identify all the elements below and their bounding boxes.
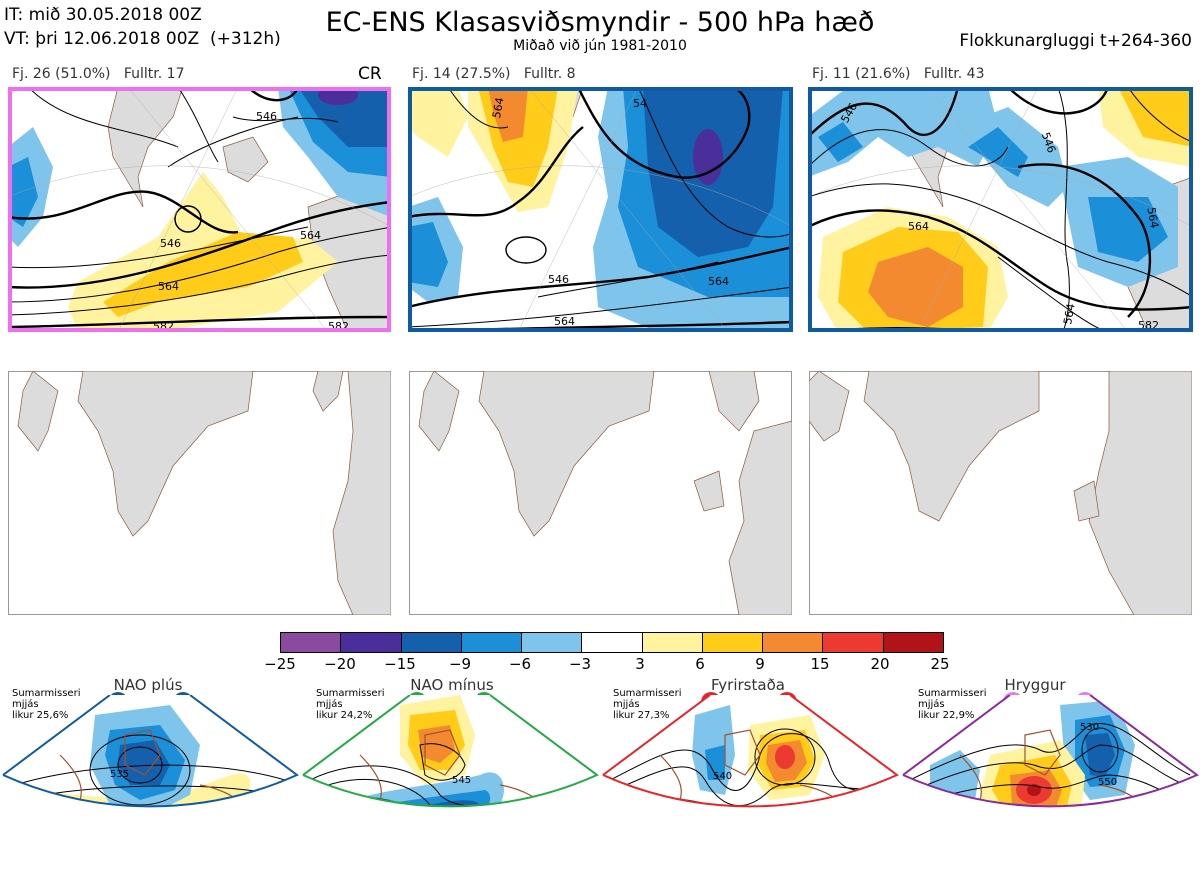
contour-label: 564: [300, 229, 321, 242]
contour-label: 575: [445, 849, 464, 860]
base-map-2: [409, 371, 792, 615]
panel-1-label: Fj. 26 (51.0%) Fulltr. 17: [12, 66, 185, 82]
contour-label: 550: [1098, 777, 1117, 788]
regime-2-name: NAO mínus: [410, 676, 494, 694]
contour-label: 54: [633, 97, 647, 110]
contour-label: 564: [158, 280, 179, 293]
regime-4-note: Sumarmisseri mjjás likur 22,9%: [918, 688, 987, 721]
colorbar-tick: −3: [568, 655, 592, 673]
panel-1-tag: CR: [358, 64, 382, 84]
regime-3-map: 540 560 575: [602, 695, 899, 843]
contour-label: 546: [160, 237, 181, 250]
base-map-3: [809, 371, 1192, 615]
colorbar-swatch: [763, 633, 824, 652]
cluster-map-3: 564 546 546 582 564 564: [808, 87, 1193, 332]
page-subtitle: Miðað við jún 1981-2010: [513, 38, 687, 54]
colorbar-tick: −9: [448, 655, 472, 673]
colorbar-tick: −6: [508, 655, 532, 673]
colorbar-swatch: [522, 633, 583, 652]
colorbar-swatch: [461, 633, 523, 652]
regime-2-map: 545 560 575: [302, 695, 599, 860]
valid-time: VT: þri 12.06.2018 00Z (+312h): [4, 29, 281, 49]
contour-label: 545: [452, 775, 471, 786]
contour-label: 535: [110, 769, 129, 780]
contour-label: 546: [548, 273, 569, 286]
regime-3-note: Sumarmisseri mjjás likur 27,3%: [613, 688, 682, 721]
contour-label: 560: [436, 815, 455, 826]
contour-label: 564: [1061, 303, 1077, 326]
colorbar-swatch: [883, 633, 943, 652]
colorbar-tick: 20: [870, 655, 890, 673]
issued-time: IT: mið 30.05.2018 00Z: [4, 5, 202, 25]
colorbar-swatch: [642, 633, 703, 652]
panel-2-label: Fj. 14 (27.5%) Fulltr. 8: [412, 66, 576, 82]
colorbar-swatch: [401, 633, 462, 652]
contour-label: 546: [256, 110, 277, 123]
contour-label: 540: [713, 771, 732, 782]
colorbar-tick: 6: [695, 655, 705, 673]
contour-label: 564: [1144, 206, 1160, 229]
colorbar-tick: 25: [930, 655, 950, 673]
contour-label: 575: [736, 832, 755, 843]
colorbar-tick: −15: [384, 655, 416, 673]
regime-1-note: Sumarmisseri mjjás likur 25,6%: [12, 688, 81, 721]
contour-label: 560: [722, 807, 741, 818]
colorbar-swatch: [823, 633, 884, 652]
panel-3-label: Fj. 11 (21.6%) Fulltr. 43: [812, 66, 985, 82]
regime-1-name: NAO plús: [113, 676, 183, 694]
colorbar-tick: 9: [755, 655, 765, 673]
colorbar-swatch: [702, 633, 764, 652]
regime-4-name: Hryggur: [1004, 676, 1066, 694]
contour-label: 530: [1080, 722, 1099, 733]
colorbar-swatch: [281, 633, 342, 652]
regime-1-map: 535 560: [2, 695, 299, 808]
contour-label: 575: [1092, 838, 1111, 849]
page-title: EC-ENS Klasasviðsmyndir - 500 hPa hæð: [325, 7, 875, 38]
colorbar-tick: −20: [324, 655, 356, 673]
contour-label: 564: [490, 96, 506, 119]
contour-label: 564: [554, 315, 575, 328]
colorbar-swatch: [582, 633, 643, 652]
regime-4-map: 530 550 575: [902, 695, 1199, 849]
cluster-map-2: 564 546 564 564 54: [408, 87, 793, 332]
contour-label: 564: [708, 275, 729, 288]
classification-window: Flokkunargluggi t+264-360: [959, 31, 1192, 51]
regime-3-name: Fyrirstaða: [711, 676, 785, 694]
colorbar-tick: −25: [264, 655, 296, 673]
cluster-map-1: 546 564 546 564 582 582: [8, 87, 391, 332]
colorbar-tick: 15: [810, 655, 830, 673]
colorbar-swatch: [341, 633, 402, 652]
base-map-1: [8, 371, 391, 615]
regime-2-note: Sumarmisseri mjjás likur 24,2%: [316, 688, 385, 721]
colorbar: [280, 632, 944, 653]
contour-label: 564: [908, 220, 929, 233]
colorbar-tick: 3: [635, 655, 645, 673]
